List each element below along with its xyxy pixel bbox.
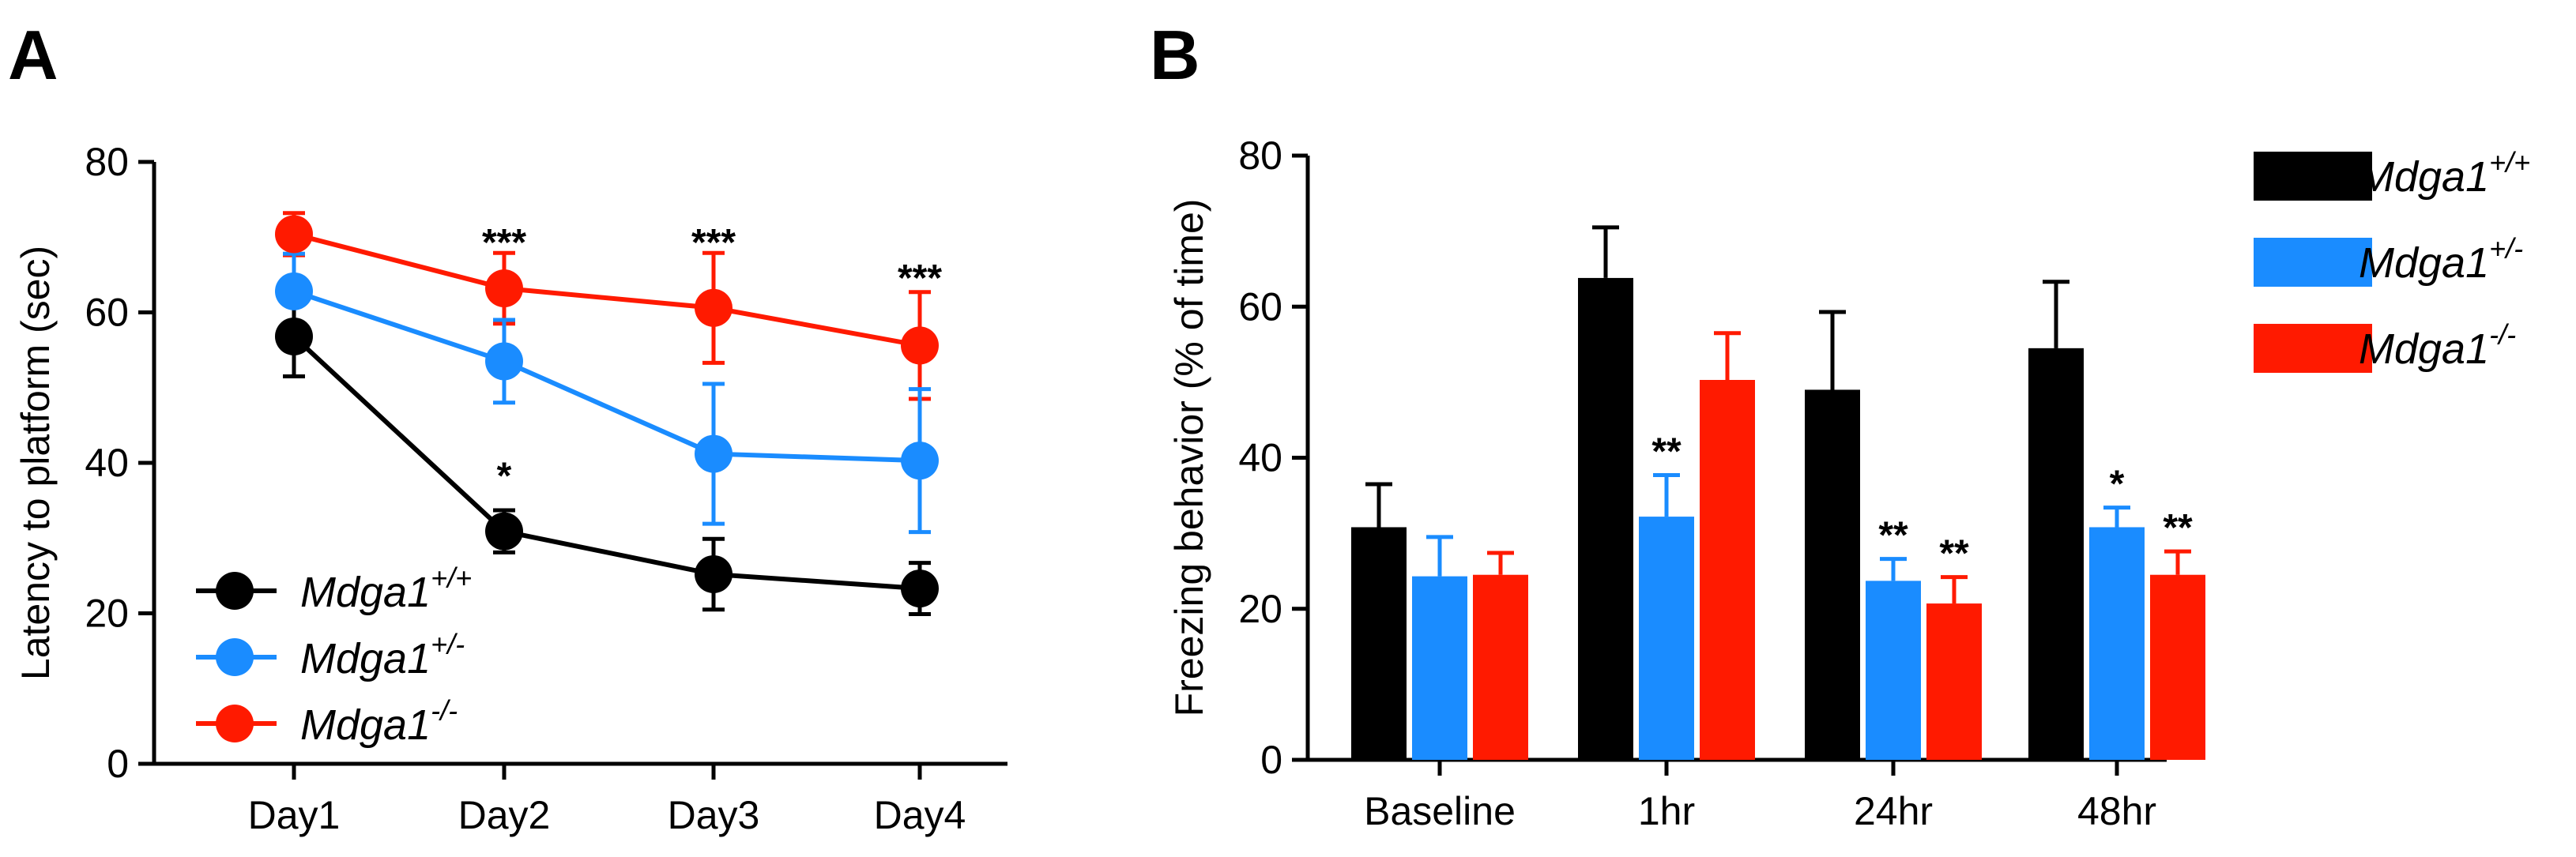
- legend-genotype: -/-: [2489, 318, 2516, 351]
- significance-marker: ***: [691, 222, 736, 264]
- bar-wt: [2028, 348, 2084, 760]
- x-tick-label: Day2: [458, 793, 551, 837]
- bar-ko: [1473, 574, 1528, 760]
- x-tick-label: 24hr: [1854, 789, 1933, 833]
- y-tick-label: 20: [1238, 587, 1282, 631]
- data-point-wt: [275, 317, 313, 355]
- legend-label: Mdga1-/-: [2359, 318, 2516, 373]
- legend-label: Mdga1+/+: [300, 562, 472, 616]
- bar-ko: [1926, 603, 1982, 760]
- y-axis-title: Freezing behavior (% of time): [1167, 199, 1211, 717]
- legend-name: Mdga1: [300, 569, 431, 616]
- y-tick-label: 60: [85, 291, 129, 335]
- line-chart-panel-a: 0 20 40 60 80 Day1 Day2 Day3 Day4 Latency to plat…: [13, 140, 1007, 837]
- legend-name: Mdga1: [300, 635, 431, 682]
- significance-marker: *: [497, 455, 512, 497]
- series-line-het: [293, 288, 921, 464]
- bar-het: [2089, 527, 2145, 760]
- bar-wt: [1805, 389, 1860, 760]
- x-tick-label: 48hr: [2077, 789, 2156, 833]
- data-point-ko: [275, 215, 313, 254]
- data-point-het: [275, 272, 313, 310]
- y-tick-label: 0: [1260, 738, 1282, 782]
- y-tick-label: 80: [85, 140, 129, 184]
- bar-chart-panel-b: 0 20 40 60 80 Baseline 1hr 24hr 48hr Freezing beh…: [1167, 133, 2530, 833]
- bar-ko: [2150, 574, 2205, 760]
- legend-swatch-wt: [2254, 152, 2372, 201]
- bar-wt: [1578, 277, 1633, 761]
- bar-het: [1639, 517, 1694, 760]
- y-tick-label: 40: [85, 441, 129, 485]
- data-point-het: [901, 442, 939, 480]
- x-tick-label: Baseline: [1364, 789, 1516, 833]
- bar-ko: [1700, 380, 1755, 760]
- legend-name: Mdga1: [2359, 325, 2489, 373]
- legend-genotype: +/+: [2489, 146, 2530, 179]
- panel-letter-b: B: [1150, 16, 1200, 94]
- significance-marker: **: [2163, 507, 2193, 549]
- legend-name: Mdga1: [300, 701, 431, 749]
- data-point-wt: [485, 512, 523, 551]
- data-point-ko: [485, 269, 523, 308]
- significance-marker: **: [1878, 515, 1908, 557]
- bar-het: [1866, 581, 1921, 760]
- y-axis-title: Latency to platform (sec): [13, 246, 58, 680]
- data-point-ko: [901, 326, 939, 365]
- legend-genotype: +/-: [2489, 232, 2523, 265]
- legend-label: Mdga1+/-: [300, 628, 465, 682]
- significance-marker: ***: [482, 222, 526, 264]
- data-point-het: [695, 434, 733, 473]
- panel-letter-a: A: [8, 16, 58, 94]
- series-line-ko: [293, 231, 921, 348]
- significance-marker: **: [1651, 430, 1682, 472]
- significance-marker: ***: [898, 257, 942, 299]
- legend-marker-wt: [216, 572, 254, 610]
- legend-genotype: +/-: [431, 628, 465, 660]
- bar-wt: [1351, 527, 1407, 760]
- legend-name: Mdga1: [2359, 239, 2489, 287]
- legend-swatch-ko: [2254, 324, 2372, 373]
- legend-label: Mdga1+/-: [2359, 232, 2523, 287]
- significance-marker: **: [1939, 533, 1969, 575]
- data-point-wt: [695, 554, 733, 593]
- data-point-ko: [695, 288, 733, 327]
- data-point-wt: [901, 569, 939, 608]
- legend-name: Mdga1: [2359, 153, 2489, 201]
- legend-label: Mdga1+/+: [2359, 146, 2530, 201]
- legend-genotype: +/+: [431, 562, 472, 594]
- x-tick-label: Day3: [668, 793, 760, 837]
- significance-marker: *: [2110, 464, 2125, 506]
- bar-het: [1412, 576, 1467, 760]
- y-tick-label: 80: [1238, 133, 1282, 178]
- y-tick-label: 0: [107, 742, 129, 786]
- x-tick-label: 1hr: [1638, 789, 1695, 833]
- legend-label: Mdga1-/-: [300, 694, 458, 749]
- x-tick-label: Day1: [248, 793, 341, 837]
- x-tick-label: Day4: [874, 793, 966, 837]
- data-point-het: [485, 342, 523, 381]
- series-line-wt: [292, 334, 921, 592]
- legend-marker-het: [216, 638, 254, 676]
- legend-marker-ko: [216, 705, 254, 742]
- y-tick-label: 20: [85, 592, 129, 636]
- legend-swatch-het: [2254, 238, 2372, 287]
- y-tick-label: 60: [1238, 284, 1282, 329]
- legend-genotype: -/-: [431, 694, 458, 727]
- y-tick-label: 40: [1238, 436, 1282, 480]
